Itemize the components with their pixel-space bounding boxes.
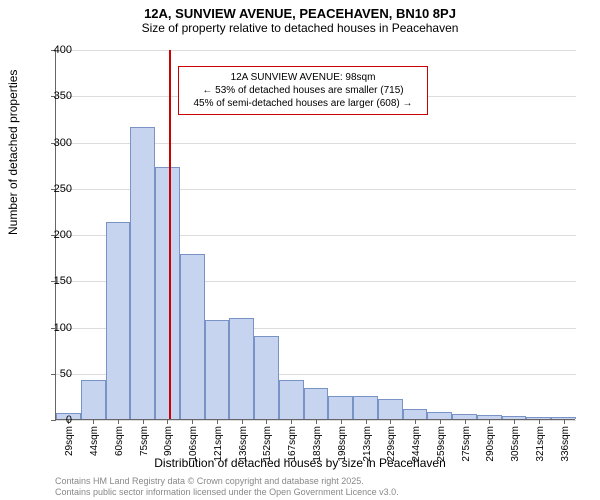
chart-area: 29sqm44sqm60sqm75sqm90sqm106sqm121sqm136… xyxy=(55,50,575,420)
histogram-bar xyxy=(81,380,106,419)
x-tick xyxy=(489,419,490,424)
x-tick xyxy=(316,419,317,424)
x-tick xyxy=(242,419,243,424)
histogram-bar xyxy=(205,320,230,419)
x-tick xyxy=(341,419,342,424)
x-tick xyxy=(217,419,218,424)
x-tick xyxy=(564,419,565,424)
annotation-box: 12A SUNVIEW AVENUE: 98sqm← 53% of detach… xyxy=(178,66,428,115)
y-tick-label: 200 xyxy=(32,229,72,241)
x-tick-label: 29sqm xyxy=(64,426,75,456)
histogram-bar xyxy=(378,399,403,419)
plot-region: 29sqm44sqm60sqm75sqm90sqm106sqm121sqm136… xyxy=(55,50,575,420)
x-axis-label: Distribution of detached houses by size … xyxy=(0,456,600,470)
x-tick-label: 44sqm xyxy=(89,426,100,456)
chart-subtitle: Size of property relative to detached ho… xyxy=(0,21,600,39)
histogram-bar xyxy=(328,396,353,419)
x-tick xyxy=(415,419,416,424)
histogram-bar xyxy=(130,127,155,419)
x-tick-label: 60sqm xyxy=(114,426,125,456)
chart-container: 12A, SUNVIEW AVENUE, PEACEHAVEN, BN10 8P… xyxy=(0,0,600,500)
y-tick-label: 400 xyxy=(32,44,72,56)
gridline-h xyxy=(56,50,576,51)
histogram-bar xyxy=(279,380,304,419)
x-tick-label: 90sqm xyxy=(163,426,174,456)
x-tick xyxy=(366,419,367,424)
x-tick xyxy=(440,419,441,424)
y-tick-label: 350 xyxy=(32,90,72,102)
histogram-bar xyxy=(155,167,180,419)
x-tick xyxy=(192,419,193,424)
x-tick xyxy=(118,419,119,424)
histogram-bar xyxy=(106,222,131,419)
annotation-line: 45% of semi-detached houses are larger (… xyxy=(185,97,421,110)
annotation-line: 12A SUNVIEW AVENUE: 98sqm xyxy=(185,71,421,84)
histogram-bar xyxy=(403,409,428,419)
y-tick-label: 50 xyxy=(32,368,72,380)
y-tick-label: 250 xyxy=(32,183,72,195)
x-tick xyxy=(143,419,144,424)
histogram-bar xyxy=(180,254,205,419)
reference-line xyxy=(169,50,171,419)
x-tick xyxy=(390,419,391,424)
annotation-line: ← 53% of detached houses are smaller (71… xyxy=(185,84,421,97)
x-tick xyxy=(266,419,267,424)
x-tick xyxy=(539,419,540,424)
chart-title: 12A, SUNVIEW AVENUE, PEACEHAVEN, BN10 8P… xyxy=(0,0,600,21)
histogram-bar xyxy=(353,396,378,419)
histogram-bar xyxy=(427,412,452,419)
attribution-line1: Contains HM Land Registry data © Crown c… xyxy=(55,476,399,487)
y-tick-label: 100 xyxy=(32,322,72,334)
y-tick-label: 0 xyxy=(32,414,72,426)
x-tick xyxy=(465,419,466,424)
x-tick xyxy=(93,419,94,424)
y-tick-label: 150 xyxy=(32,275,72,287)
x-tick xyxy=(167,419,168,424)
y-tick-label: 300 xyxy=(32,137,72,149)
x-tick-label: 75sqm xyxy=(139,426,150,456)
attribution-text: Contains HM Land Registry data © Crown c… xyxy=(55,476,399,498)
attribution-line2: Contains public sector information licen… xyxy=(55,487,399,498)
histogram-bar xyxy=(254,336,279,419)
histogram-bar xyxy=(229,318,254,419)
x-tick xyxy=(514,419,515,424)
histogram-bar xyxy=(304,388,329,419)
y-axis-label: Number of detached properties xyxy=(6,70,20,235)
x-tick xyxy=(291,419,292,424)
